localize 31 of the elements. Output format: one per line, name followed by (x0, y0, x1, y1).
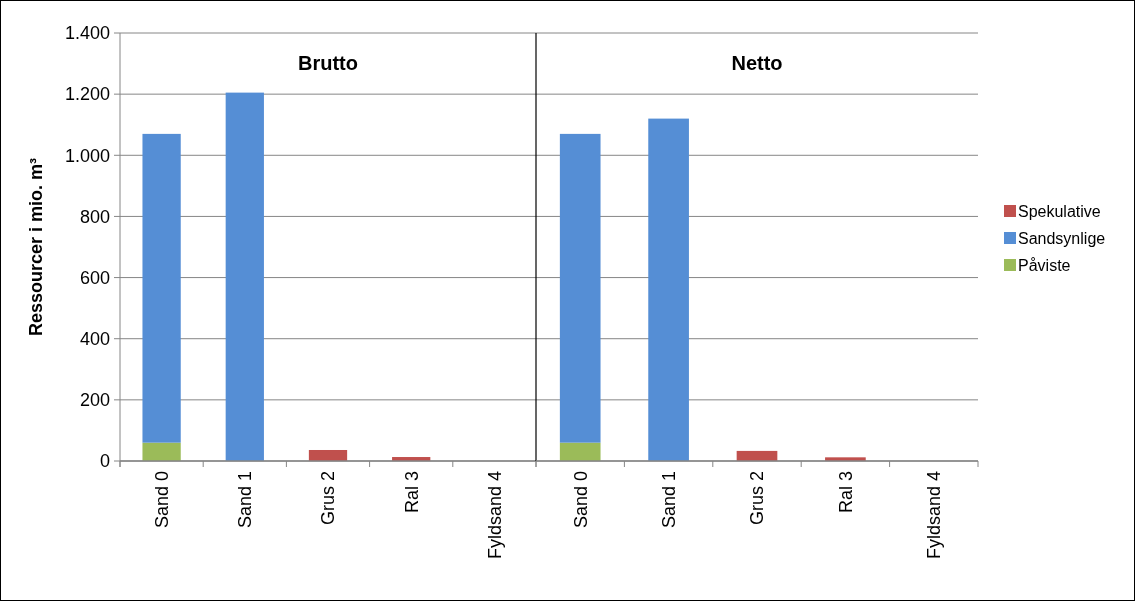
bar (648, 118, 689, 461)
text: Brutto (298, 52, 358, 74)
y-tick-label: 800 (79, 206, 110, 227)
y-tick-label: 200 (79, 390, 110, 411)
text: Netto (731, 52, 783, 74)
y-tick-label: 1.000 (64, 145, 110, 166)
x-tick-label: Sand 1 (235, 471, 256, 529)
y-axis-title: Ressourcer i mio. m³ (26, 157, 46, 337)
bar (142, 133, 181, 443)
x-tick-label: Sand 0 (151, 471, 172, 529)
y-tick-label: 1.400 (64, 23, 110, 44)
y-tick-label: 1.200 (64, 84, 110, 105)
bar (308, 449, 348, 461)
legend-label: Sandsynlige (1018, 229, 1106, 247)
x-tick-label: Ral 3 (401, 471, 422, 514)
bar (559, 442, 601, 461)
bar (225, 92, 264, 461)
x-tick-label: Sand 1 (658, 471, 679, 529)
y-tick-label: 400 (79, 329, 110, 350)
bar (559, 133, 601, 443)
x-tick-label: Sand 0 (570, 471, 591, 529)
x-tick-label: Grus 2 (747, 471, 768, 526)
x-tick-label: Fyldsand 4 (484, 471, 505, 560)
x-tick-label: Ral 3 (835, 471, 856, 514)
legend-label: Spekulative (1018, 202, 1101, 220)
y-tick-label: 600 (79, 267, 110, 288)
y-tick-label: 0 (99, 451, 110, 472)
bar (142, 442, 181, 461)
legend-label: Påviste (1018, 256, 1071, 274)
x-tick-label: Fyldsand 4 (924, 471, 945, 560)
x-tick-label: Grus 2 (318, 471, 339, 526)
